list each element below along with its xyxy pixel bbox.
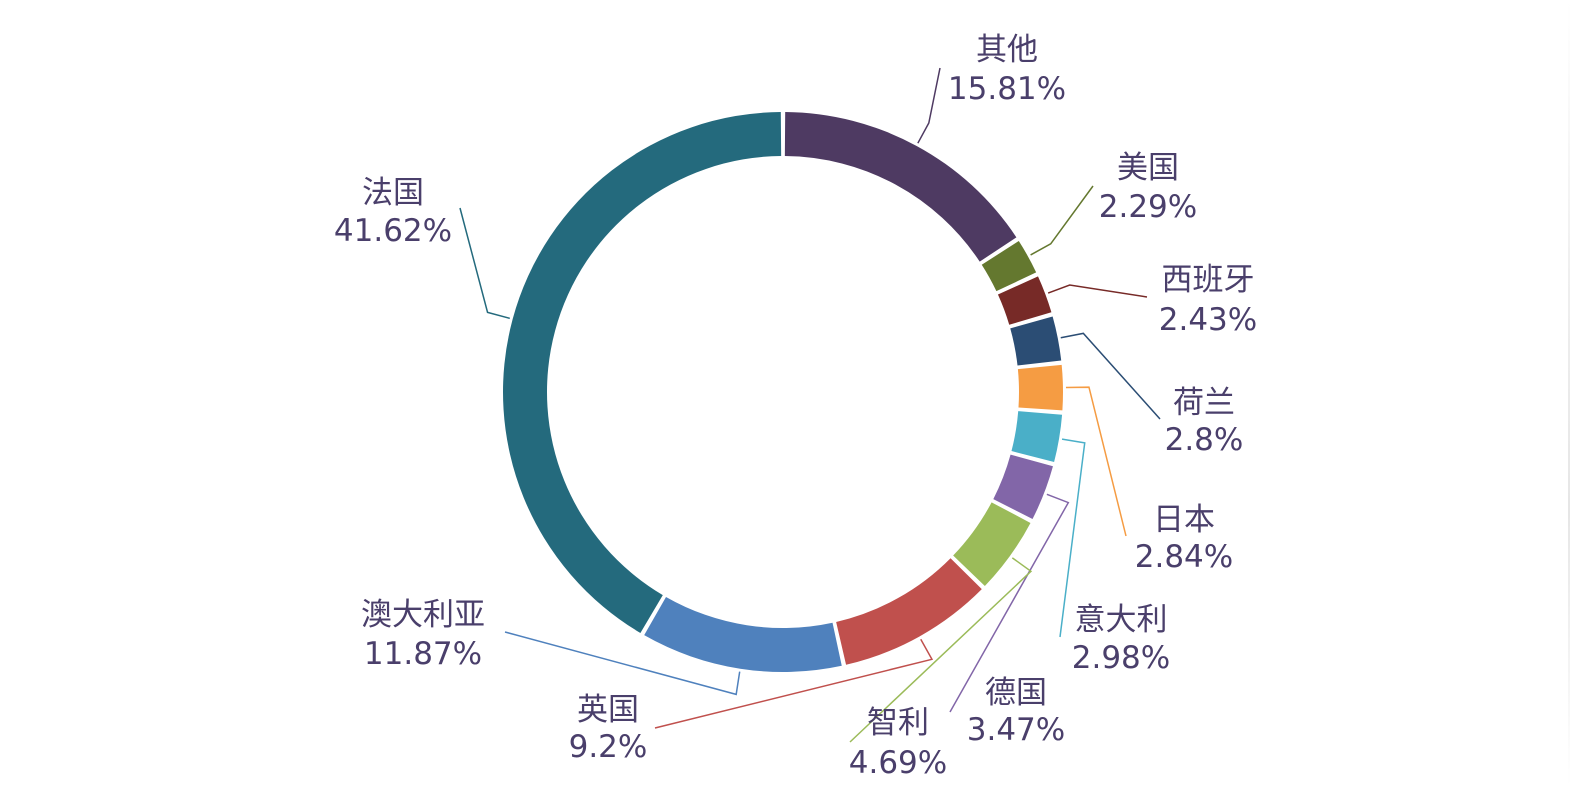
- leader-line-10: [504, 631, 741, 696]
- leader-line-9: [654, 638, 934, 729]
- donut-slices: [503, 112, 1063, 672]
- leader-line-1: [917, 67, 941, 144]
- value-label-2: 2.29%: [1099, 189, 1197, 225]
- category-label-9: 英国: [577, 692, 639, 728]
- leader-line-8: [849, 557, 1033, 743]
- donut-slice-11[interactable]: [503, 112, 782, 633]
- leader-lines: [459, 67, 1161, 743]
- donut-slice-8[interactable]: [953, 502, 1031, 587]
- category-label-8: 智利: [867, 705, 929, 741]
- category-label-5: 日本: [1153, 502, 1215, 538]
- donut-slice-6[interactable]: [1011, 411, 1063, 463]
- category-label-11: 法国: [362, 175, 424, 211]
- leader-line-2: [1030, 185, 1094, 256]
- value-label-6: 2.98%: [1072, 640, 1170, 676]
- value-label-11: 41.62%: [334, 213, 452, 249]
- donut-slice-5[interactable]: [1017, 364, 1063, 411]
- value-label-7: 3.47%: [967, 712, 1065, 748]
- category-label-2: 美国: [1117, 150, 1179, 186]
- value-label-9: 9.2%: [569, 729, 648, 765]
- page-edge-divider: [1568, 0, 1570, 787]
- category-label-3: 西班牙: [1162, 262, 1255, 298]
- donut-slice-7[interactable]: [993, 454, 1053, 520]
- donut-slice-2[interactable]: [981, 241, 1037, 292]
- leader-line-6: [1059, 438, 1086, 638]
- leader-line-7: [949, 493, 1070, 713]
- value-label-3: 2.43%: [1159, 302, 1257, 338]
- donut-slice-9[interactable]: [836, 558, 982, 665]
- donut-slice-10[interactable]: [644, 596, 842, 672]
- leader-line-11: [459, 207, 510, 320]
- category-label-7: 德国: [985, 675, 1047, 711]
- leader-line-3: [1047, 284, 1148, 298]
- donut-slice-1[interactable]: [784, 112, 1017, 262]
- value-label-8: 4.69%: [849, 745, 947, 781]
- donut-slice-4[interactable]: [1010, 316, 1062, 366]
- category-label-4: 荷兰: [1173, 385, 1235, 421]
- donut-slice-3[interactable]: [997, 276, 1052, 325]
- value-label-5: 2.84%: [1135, 539, 1233, 575]
- leader-line-4: [1060, 332, 1161, 420]
- leader-line-5: [1065, 386, 1127, 537]
- category-label-1: 其他: [976, 32, 1038, 68]
- value-label-4: 2.8%: [1165, 422, 1244, 458]
- category-label-10: 澳大利亚: [361, 597, 485, 633]
- value-label-10: 11.87%: [364, 636, 482, 672]
- value-label-1: 15.81%: [948, 71, 1066, 107]
- category-label-6: 意大利: [1075, 602, 1168, 638]
